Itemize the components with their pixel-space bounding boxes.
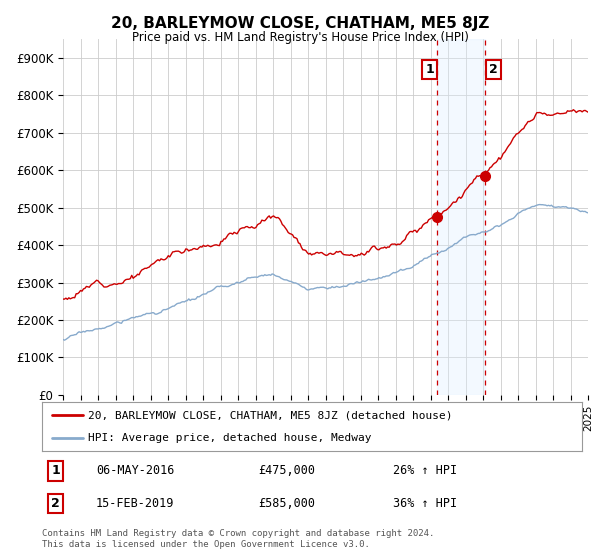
- Text: 1: 1: [425, 63, 434, 76]
- Text: £475,000: £475,000: [258, 464, 315, 478]
- Text: 1: 1: [51, 464, 60, 478]
- Text: 20, BARLEYMOW CLOSE, CHATHAM, ME5 8JZ: 20, BARLEYMOW CLOSE, CHATHAM, ME5 8JZ: [111, 16, 489, 31]
- Text: 06-MAY-2016: 06-MAY-2016: [96, 464, 175, 478]
- Text: 36% ↑ HPI: 36% ↑ HPI: [393, 497, 457, 510]
- Text: 2: 2: [490, 63, 498, 76]
- Text: 15-FEB-2019: 15-FEB-2019: [96, 497, 175, 510]
- Text: Price paid vs. HM Land Registry's House Price Index (HPI): Price paid vs. HM Land Registry's House …: [131, 31, 469, 44]
- Text: £585,000: £585,000: [258, 497, 315, 510]
- Text: HPI: Average price, detached house, Medway: HPI: Average price, detached house, Medw…: [88, 433, 371, 444]
- Text: 26% ↑ HPI: 26% ↑ HPI: [393, 464, 457, 478]
- Bar: [437, 39, 485, 395]
- Text: Contains HM Land Registry data © Crown copyright and database right 2024.
This d: Contains HM Land Registry data © Crown c…: [42, 529, 434, 549]
- Text: 20, BARLEYMOW CLOSE, CHATHAM, ME5 8JZ (detached house): 20, BARLEYMOW CLOSE, CHATHAM, ME5 8JZ (d…: [88, 410, 452, 421]
- Text: 2: 2: [51, 497, 60, 510]
